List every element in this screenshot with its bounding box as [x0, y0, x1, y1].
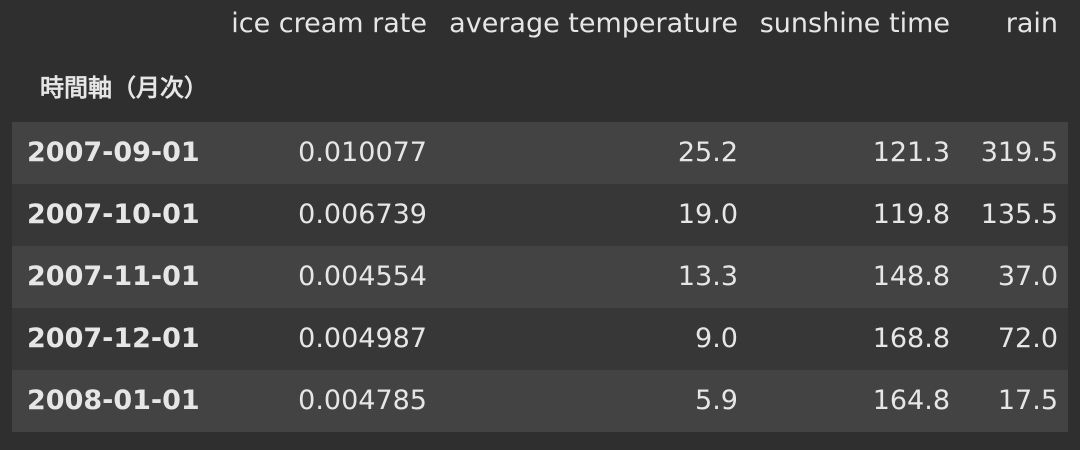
- table-cell: 0.006739: [298, 199, 427, 230]
- table-cell: 5.9: [695, 385, 738, 416]
- table-cell: 0.010077: [298, 137, 427, 168]
- table-row: [12, 246, 1068, 308]
- table-cell: 0.004554: [298, 261, 427, 292]
- column-header: ice cream rate: [231, 8, 427, 39]
- table-cell: 168.8: [872, 323, 950, 354]
- table-cell: 0.004987: [298, 323, 427, 354]
- table-cell: 0.004785: [298, 385, 427, 416]
- table-cell: 72.0: [997, 323, 1058, 354]
- table-cell: 25.2: [677, 137, 738, 168]
- column-header: rain: [1005, 8, 1058, 39]
- column-header: average temperature: [449, 8, 738, 39]
- table-cell: 37.0: [997, 261, 1058, 292]
- table-cell: 319.5: [980, 137, 1058, 168]
- table-cell: 13.3: [677, 261, 738, 292]
- table-cell: 148.8: [872, 261, 950, 292]
- table-cell: 135.5: [980, 199, 1058, 230]
- row-index: 2007-11-01: [27, 261, 200, 292]
- table-row: [12, 308, 1068, 370]
- table-row: [12, 184, 1068, 246]
- table-cell: 121.3: [872, 137, 950, 168]
- table-cell: 19.0: [677, 199, 738, 230]
- table-cell: 164.8: [872, 385, 950, 416]
- table-cell: 17.5: [997, 385, 1058, 416]
- index-name: 時間軸（月次）: [40, 74, 208, 102]
- table-cell: 9.0: [695, 323, 738, 354]
- row-index: 2007-12-01: [27, 323, 200, 354]
- column-header: sunshine time: [759, 8, 950, 39]
- table-row: [12, 122, 1068, 184]
- row-index: 2007-09-01: [27, 137, 200, 168]
- row-index: 2008-01-01: [27, 385, 200, 416]
- row-index: 2007-10-01: [27, 199, 200, 230]
- table-row: [12, 370, 1068, 432]
- table-cell: 119.8: [872, 199, 950, 230]
